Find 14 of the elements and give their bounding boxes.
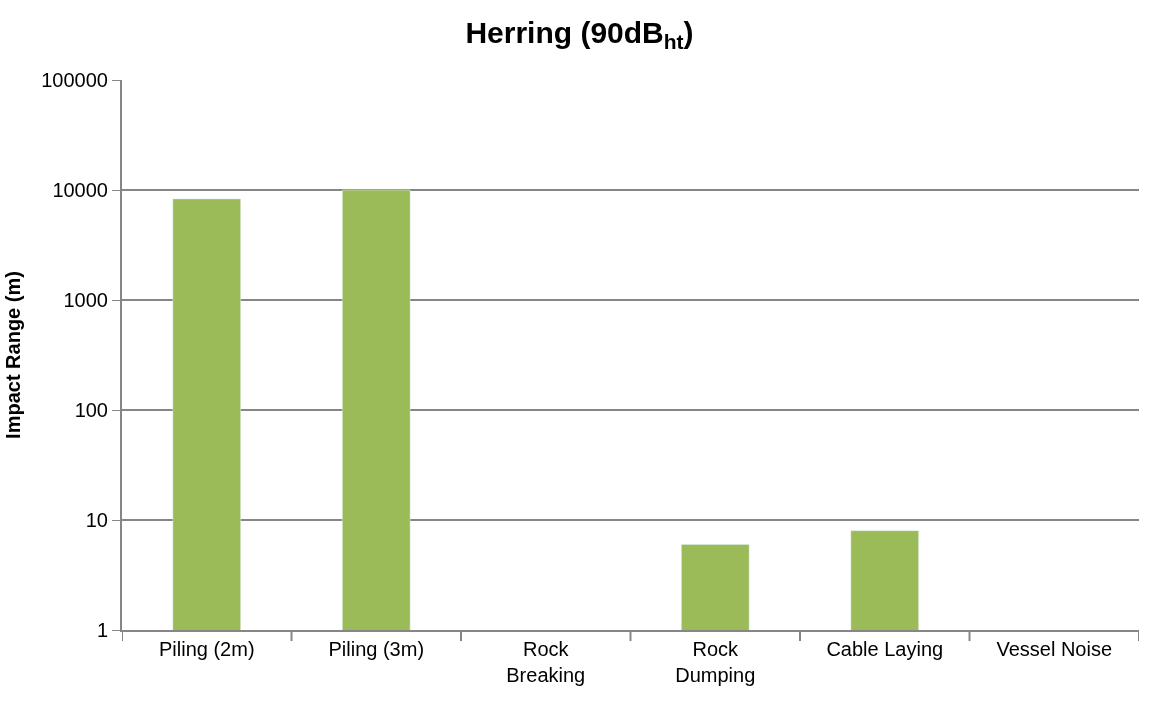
y-tick-label: 1 bbox=[96, 619, 108, 641]
x-tick-label: Cable Laying bbox=[826, 638, 944, 660]
y-axis-title: Impact Range (m) bbox=[2, 271, 25, 439]
x-tick-label: Vessel Noise bbox=[996, 638, 1113, 660]
y-tick-label: 100000 bbox=[41, 69, 108, 91]
chart-title: Herring (90dB$_{ht}$) bbox=[465, 15, 694, 53]
y-tick-label: 100 bbox=[74, 399, 108, 421]
y-tick-label: 1000 bbox=[63, 289, 108, 311]
y-tick-label: 10000 bbox=[52, 179, 108, 201]
x-tick-label: Rock Breaking bbox=[506, 638, 586, 686]
x-tick-label: Piling (3m) bbox=[328, 638, 425, 660]
y-tick-label: 10 bbox=[85, 509, 108, 531]
x-tick-label: Piling (2m) bbox=[158, 638, 255, 660]
x-tick-label: Rock Dumping bbox=[675, 638, 756, 686]
